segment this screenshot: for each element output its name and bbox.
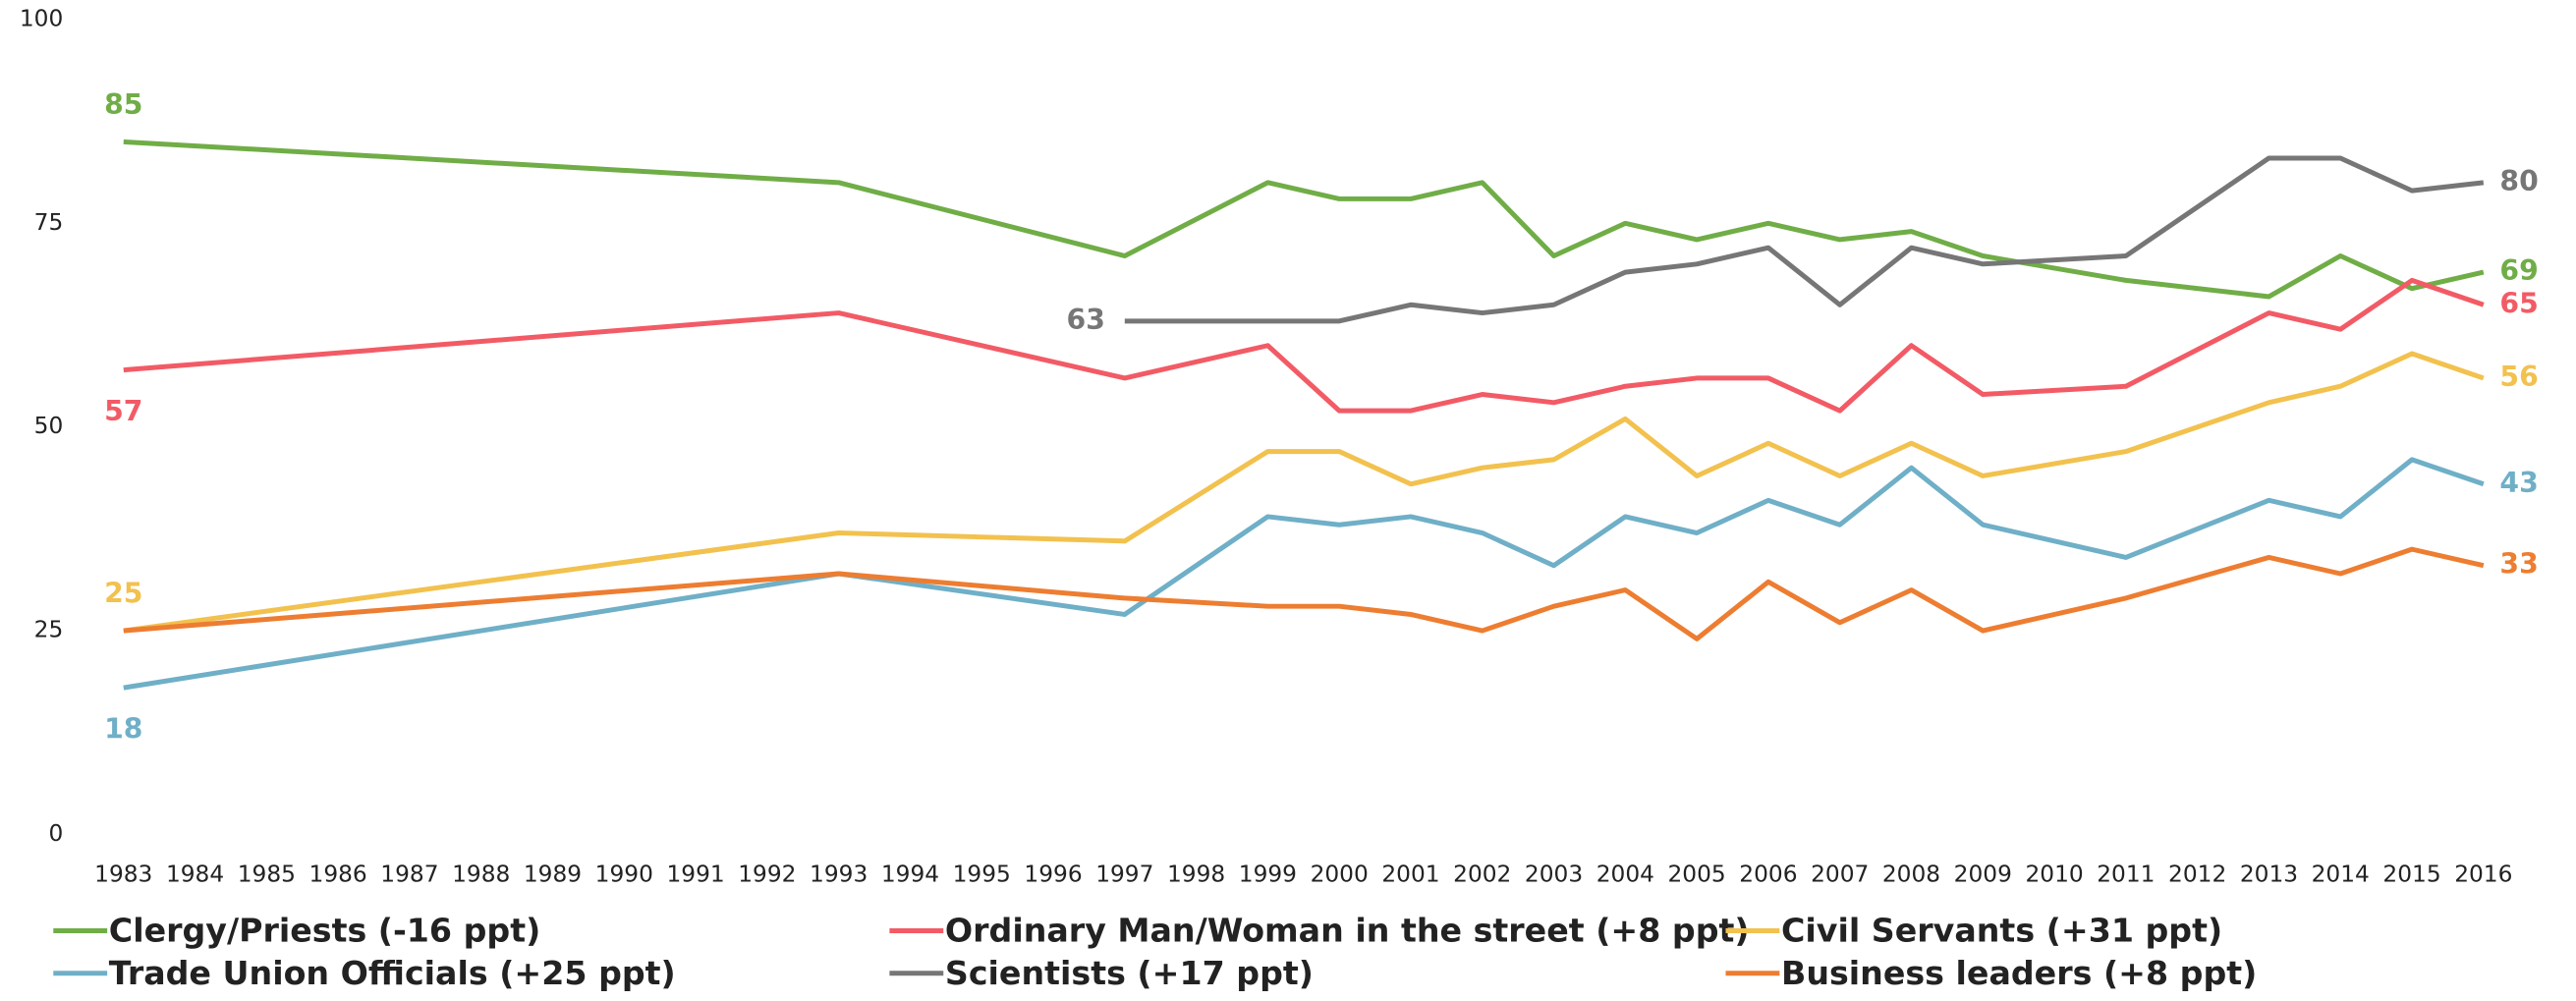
x-tick-label: 1998 (1167, 862, 1225, 888)
x-tick-label: 2010 (2025, 862, 2083, 888)
y-tick-label: 75 (34, 209, 64, 236)
x-tick-label: 2016 (2454, 862, 2512, 888)
data-label: 63 (1067, 304, 1105, 336)
data-label: 57 (104, 395, 142, 427)
y-tick-label: 25 (34, 617, 64, 643)
x-tick-label: 1995 (953, 862, 1011, 888)
x-tick-label: 1986 (309, 862, 367, 888)
x-tick-label: 1988 (452, 862, 510, 888)
x-tick-label: 1999 (1239, 862, 1297, 888)
data-label: 65 (2499, 287, 2538, 319)
legend-label: Clergy/Priests (-16 ppt) (109, 912, 540, 950)
series-line (123, 139, 2485, 300)
data-label: 56 (2499, 361, 2538, 393)
series-line (123, 457, 2485, 691)
y-tick-label: 50 (34, 413, 64, 439)
y-tick-label: 0 (48, 820, 63, 847)
x-tick-label: 2002 (1453, 862, 1511, 888)
data-label: 69 (2499, 254, 2538, 287)
data-label: 43 (2499, 467, 2538, 499)
legend-label: Business leaders (+8 ppt) (1781, 954, 2257, 992)
x-tick-label: 2013 (2240, 862, 2298, 888)
x-tick-label: 2011 (2097, 862, 2155, 888)
data-label: 33 (2499, 548, 2538, 581)
x-tick-label: 1984 (166, 862, 224, 888)
x-tick-label: 1985 (238, 862, 296, 888)
legend-label: Scientists (+17 ppt) (945, 954, 1314, 992)
x-tick-label: 2000 (1311, 862, 1369, 888)
legend-label: Civil Servants (+31 ppt) (1781, 912, 2222, 950)
x-tick-label: 2005 (1668, 862, 1726, 888)
x-tick-label: 1991 (666, 862, 724, 888)
y-tick-label: 100 (20, 5, 63, 31)
x-tick-label: 2015 (2382, 862, 2440, 888)
x-tick-label: 2012 (2168, 862, 2226, 888)
x-tick-label: 2001 (1381, 862, 1439, 888)
series-line (1124, 155, 2485, 324)
data-label: 18 (104, 712, 142, 745)
legend-label: Trade Union Officials (+25 ppt) (109, 954, 676, 992)
data-label: 25 (104, 577, 142, 609)
data-label: 80 (2499, 165, 2538, 197)
series-line (123, 546, 2485, 641)
series-line (123, 351, 2485, 634)
x-tick-label: 1989 (524, 862, 582, 888)
x-tick-label: 2009 (1954, 862, 2012, 888)
x-tick-label: 1987 (380, 862, 438, 888)
x-tick-label: 2007 (1811, 862, 1869, 888)
x-tick-label: 1993 (810, 862, 868, 888)
x-tick-label: 2014 (2312, 862, 2370, 888)
x-tick-label: 1983 (94, 862, 152, 888)
x-tick-label: 1992 (738, 862, 796, 888)
legend-label: Ordinary Man/Woman in the street (+8 ppt… (945, 912, 1750, 950)
data-label: 85 (104, 88, 142, 121)
x-tick-label: 1997 (1095, 862, 1153, 888)
x-tick-label: 1990 (595, 862, 653, 888)
x-tick-label: 2008 (1882, 862, 1940, 888)
x-tick-label: 1994 (881, 862, 939, 888)
x-tick-label: 2006 (1739, 862, 1797, 888)
x-tick-label: 2004 (1596, 862, 1654, 888)
x-tick-label: 1996 (1024, 862, 1082, 888)
x-tick-label: 2003 (1525, 862, 1583, 888)
series-line (123, 277, 2485, 414)
